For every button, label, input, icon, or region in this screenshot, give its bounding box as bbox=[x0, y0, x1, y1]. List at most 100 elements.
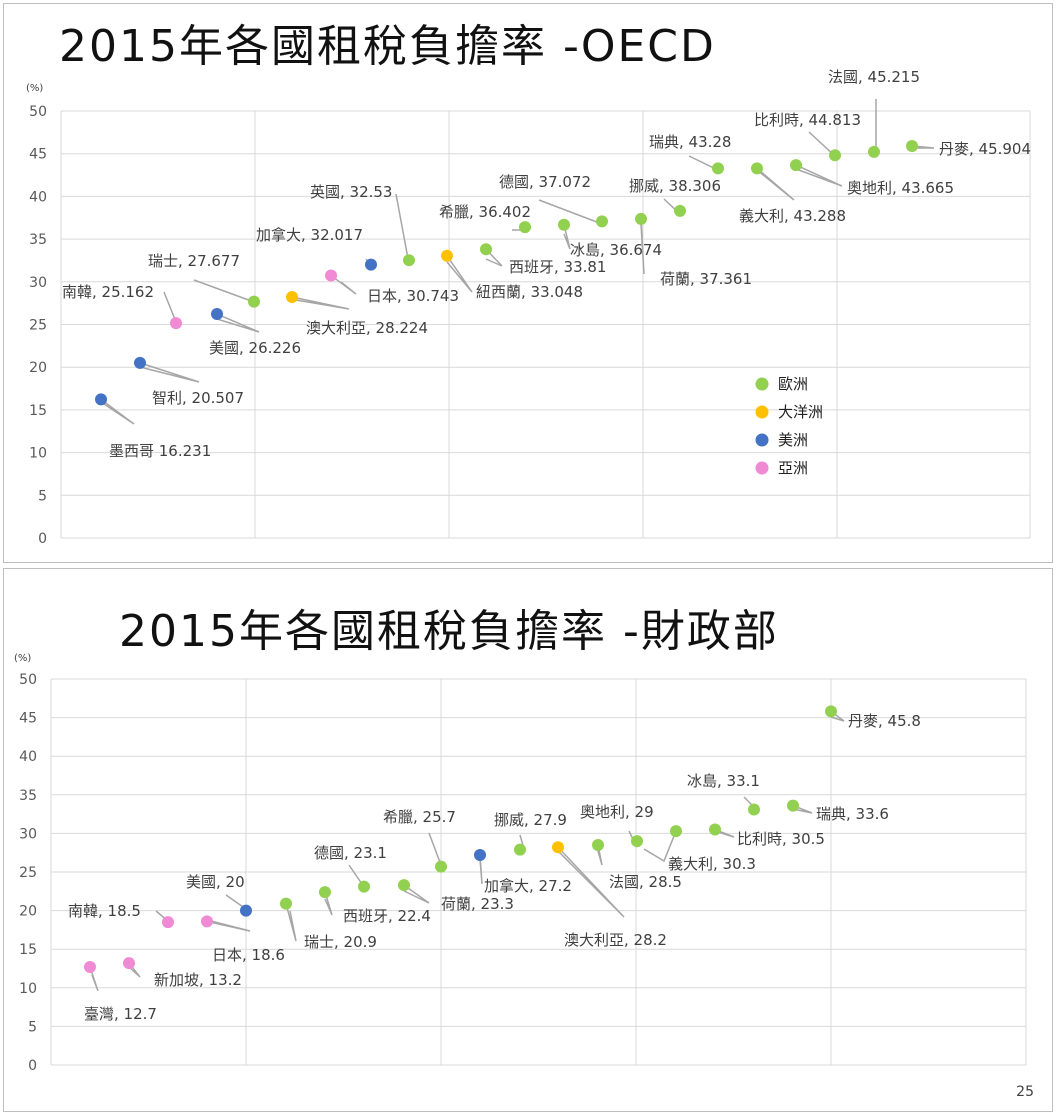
leader-line bbox=[714, 828, 735, 838]
legend-marker bbox=[755, 461, 769, 475]
data-label: 紐西蘭, 33.048 bbox=[476, 283, 583, 301]
data-label: 荷蘭, 37.361 bbox=[660, 270, 752, 288]
y-tick-label: 15 bbox=[19, 942, 37, 958]
leader-line bbox=[795, 164, 843, 187]
data-point bbox=[596, 215, 608, 228]
leader-line bbox=[792, 804, 813, 814]
data-point bbox=[558, 218, 570, 231]
data-label: 英國, 32.53 bbox=[310, 183, 392, 201]
data-point bbox=[751, 162, 763, 175]
y-tick-label: 35 bbox=[29, 232, 47, 248]
data-label: 義大利, 43.288 bbox=[739, 207, 846, 225]
data-point bbox=[201, 915, 213, 928]
data-label: 法國, 28.5 bbox=[609, 873, 682, 891]
data-point bbox=[319, 886, 331, 899]
leader-line bbox=[403, 884, 430, 904]
data-label: 美國, 26.226 bbox=[209, 339, 301, 357]
y-tick-label: 40 bbox=[19, 749, 37, 765]
data-point bbox=[670, 825, 682, 838]
page-number: 25 bbox=[1016, 1084, 1034, 1100]
data-label: 南韓, 18.5 bbox=[68, 902, 141, 920]
y-tick-label: 10 bbox=[29, 446, 47, 462]
leader-line bbox=[89, 966, 99, 992]
y-tick-label: 40 bbox=[29, 189, 47, 205]
data-point bbox=[162, 916, 174, 929]
leader-line bbox=[597, 844, 603, 866]
data-label: 奧地利, 29 bbox=[580, 803, 654, 821]
data-label: 加拿大, 27.2 bbox=[484, 877, 572, 895]
data-point bbox=[712, 162, 724, 175]
data-label: 澳大利亞, 28.2 bbox=[564, 931, 667, 949]
data-point bbox=[435, 860, 447, 873]
data-point bbox=[211, 308, 223, 321]
legend-marker bbox=[755, 433, 769, 447]
data-label: 丹麥, 45.8 bbox=[848, 712, 921, 730]
leader-line bbox=[563, 224, 571, 250]
y-tick-label: 5 bbox=[28, 1019, 37, 1035]
leader-line bbox=[756, 167, 795, 201]
y-tick-label: 45 bbox=[29, 147, 47, 163]
y-axis-unit: (%) bbox=[26, 83, 44, 94]
data-point bbox=[403, 254, 415, 267]
data-point bbox=[748, 803, 760, 816]
data-label: 挪威, 27.9 bbox=[494, 811, 567, 829]
y-axis-unit: (%) bbox=[14, 653, 32, 664]
data-label: 比利時, 44.813 bbox=[754, 111, 861, 129]
data-label: 西班牙, 33.81 bbox=[509, 258, 606, 276]
data-point bbox=[398, 879, 410, 892]
y-tick-label: 30 bbox=[29, 275, 47, 291]
leader-line bbox=[446, 255, 473, 293]
mof-scatter-plot: 0 5 10 15 20 25 30 35 40 45 50 臺灣, 12.7 新加坡, 13.2 南韓,… bbox=[19, 672, 1027, 1074]
mof-chart-panel: 2015年各國租稅負擔率 -財政部 (%) 0 5 10 15 20 25 30 35 40 45… bbox=[3, 568, 1053, 1112]
data-label: 美國, 20 bbox=[186, 873, 245, 891]
data-point bbox=[84, 960, 96, 973]
data-label: 日本, 18.6 bbox=[212, 946, 285, 964]
legend-label: 大洋洲 bbox=[778, 403, 823, 421]
y-tick-label: 20 bbox=[19, 904, 37, 920]
leader-line bbox=[479, 854, 483, 885]
data-point bbox=[441, 249, 453, 262]
data-label: 比利時, 30.5 bbox=[737, 830, 825, 848]
data-point bbox=[474, 849, 486, 862]
data-point bbox=[325, 269, 337, 282]
data-point bbox=[709, 823, 721, 836]
data-label: 荷蘭, 23.3 bbox=[441, 895, 514, 913]
data-point bbox=[631, 835, 643, 848]
data-label: 瑞典, 33.6 bbox=[816, 805, 889, 823]
data-label: 法國, 45.215 bbox=[828, 68, 920, 86]
data-label: 希臘, 25.7 bbox=[383, 808, 456, 826]
data-label: 新加坡, 13.2 bbox=[154, 971, 242, 989]
legend-marker bbox=[755, 377, 769, 391]
leader-line bbox=[100, 398, 135, 425]
data-point bbox=[248, 295, 260, 308]
legend-label: 美洲 bbox=[778, 431, 808, 449]
chart-title: 2015年各國租稅負擔率 -財政部 bbox=[119, 606, 779, 657]
data-label: 挪威, 38.306 bbox=[629, 177, 721, 195]
data-point bbox=[134, 356, 146, 369]
legend-marker bbox=[755, 405, 769, 419]
leader-line bbox=[324, 891, 333, 916]
data-label: 冰島, 36.674 bbox=[570, 241, 662, 259]
leader-line bbox=[395, 193, 410, 265]
y-tick-label: 5 bbox=[38, 488, 47, 504]
leader-line bbox=[557, 846, 625, 918]
leader-line bbox=[193, 279, 255, 304]
data-point bbox=[868, 145, 880, 158]
leader-line bbox=[330, 274, 357, 295]
data-point bbox=[635, 212, 647, 225]
data-point bbox=[825, 705, 837, 718]
leader-line bbox=[538, 199, 603, 226]
data-label: 澳大利亞, 28.224 bbox=[306, 319, 428, 337]
data-point bbox=[674, 204, 686, 217]
data-label: 日本, 30.743 bbox=[367, 287, 459, 305]
y-tick-label: 45 bbox=[19, 711, 37, 727]
chart-title: 2015年各國租稅負擔率 -OECD bbox=[59, 21, 716, 72]
data-label: 德國, 37.072 bbox=[499, 173, 591, 191]
data-point bbox=[170, 317, 182, 330]
y-tick-label: 0 bbox=[38, 531, 47, 547]
y-tick-label: 25 bbox=[29, 318, 47, 334]
data-label: 瑞士, 20.9 bbox=[304, 933, 377, 951]
data-point bbox=[519, 221, 531, 234]
leader-line bbox=[911, 145, 935, 149]
legend-label: 亞洲 bbox=[778, 459, 808, 477]
